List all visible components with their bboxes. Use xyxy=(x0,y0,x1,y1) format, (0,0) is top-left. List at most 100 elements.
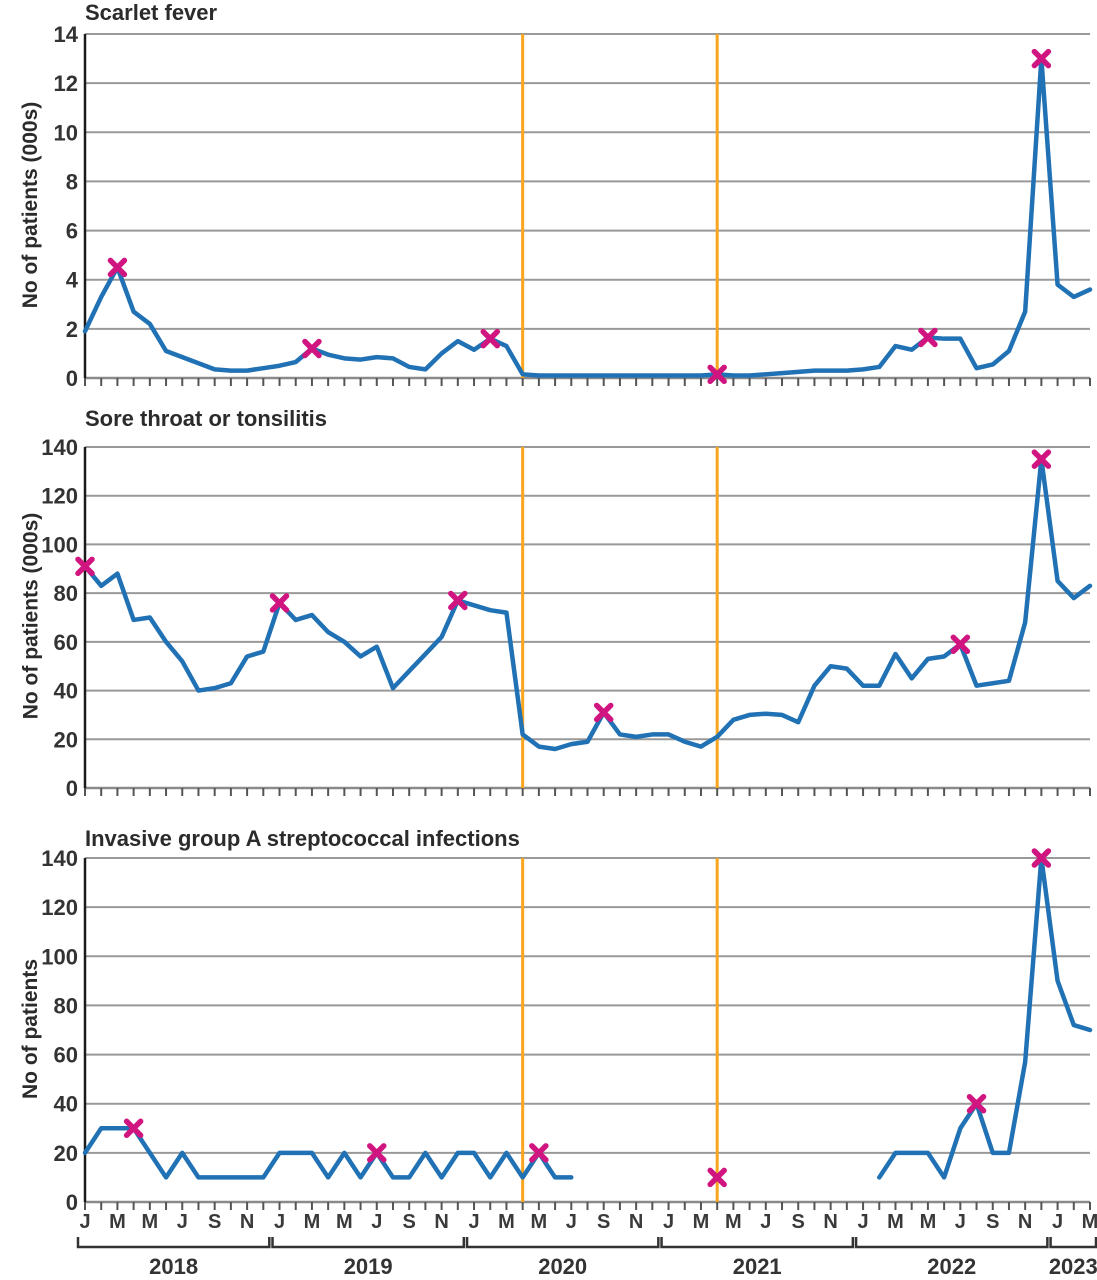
month-tick-label: S xyxy=(208,1211,221,1233)
month-tick-label: M xyxy=(725,1211,742,1233)
svg-text:40: 40 xyxy=(54,679,78,704)
peak-marker xyxy=(1031,48,1052,69)
peak-marker xyxy=(302,338,322,359)
peak-marker xyxy=(123,1118,144,1139)
month-tick-label: S xyxy=(403,1211,416,1233)
gridlines xyxy=(85,446,1090,741)
svg-text:20: 20 xyxy=(54,1141,78,1166)
month-ticks xyxy=(84,1202,1091,1210)
svg-text:12: 12 xyxy=(54,71,78,96)
peak-marker xyxy=(1031,449,1052,469)
year-label: 2023 xyxy=(1049,1254,1097,1279)
month-tick-label: S xyxy=(792,1211,805,1233)
series-line xyxy=(82,456,1093,752)
peak-markers xyxy=(107,48,1052,385)
y-tick-labels: 0 2 4 6 8 10 12 14 xyxy=(54,22,79,391)
peak-marker xyxy=(448,590,468,611)
month-tick-label: M xyxy=(142,1211,159,1233)
month-tick-label: J xyxy=(955,1211,966,1233)
chart-title-sore-throat: Sore throat or tonsilitis xyxy=(85,406,328,431)
chart-title-invasive-gas: Invasive group A streptococcal infection… xyxy=(85,826,520,851)
svg-text:80: 80 xyxy=(54,993,78,1018)
chart-title-scarlet-fever: Scarlet fever xyxy=(85,0,218,25)
month-tick-label: J xyxy=(371,1211,382,1233)
month-tick-label: J xyxy=(566,1211,577,1233)
year-bracket xyxy=(1049,1237,1097,1249)
peak-marker xyxy=(529,1143,549,1163)
year-label: 2021 xyxy=(733,1254,782,1279)
gridlines xyxy=(85,857,1090,1154)
month-tick-label: M xyxy=(109,1211,126,1233)
svg-text:10: 10 xyxy=(54,120,78,145)
svg-text:120: 120 xyxy=(41,895,78,920)
peak-marker xyxy=(966,1093,987,1114)
peak-marker xyxy=(950,634,971,655)
peak-marker xyxy=(918,327,938,348)
svg-text:140: 140 xyxy=(41,435,78,460)
month-tick-label: M xyxy=(887,1211,904,1233)
svg-text:2: 2 xyxy=(66,317,78,342)
svg-text:0: 0 xyxy=(66,1190,78,1215)
peak-markers xyxy=(123,848,1052,1188)
series-line xyxy=(877,855,1093,1180)
month-tick-label: M xyxy=(336,1211,353,1233)
gridlines xyxy=(85,33,1090,330)
year-label: 2020 xyxy=(538,1254,587,1279)
svg-text:80: 80 xyxy=(54,581,78,606)
svg-text:100: 100 xyxy=(41,944,78,969)
year-bracket xyxy=(465,1237,660,1249)
peak-marker xyxy=(707,364,727,385)
svg-text:40: 40 xyxy=(54,1092,78,1117)
month-tick-label: S xyxy=(986,1211,999,1233)
svg-text:4: 4 xyxy=(66,268,79,293)
month-tick-label: M xyxy=(531,1211,548,1233)
svg-text:100: 100 xyxy=(41,532,78,557)
month-tick-label: N xyxy=(240,1211,254,1233)
y-tick-labels: 0 20 40 60 80 100 120 140 xyxy=(41,435,78,801)
month-ticks xyxy=(84,788,1091,796)
peak-marker xyxy=(107,257,128,278)
peak-marker xyxy=(75,556,95,577)
peak-marker xyxy=(367,1143,387,1163)
svg-text:60: 60 xyxy=(54,1043,78,1068)
month-tick-label: M xyxy=(920,1211,937,1233)
svg-text:8: 8 xyxy=(66,169,78,194)
month-tick-label: J xyxy=(1052,1211,1063,1233)
panel-1: 0 2 4 6 8 10 12 14 xyxy=(54,22,1093,391)
month-tick-label: M xyxy=(498,1211,515,1233)
year-bracket xyxy=(854,1237,1049,1249)
month-tick-label: N xyxy=(434,1211,448,1233)
month-tick-label: M xyxy=(304,1211,321,1233)
svg-text:0: 0 xyxy=(66,776,78,801)
year-bracket xyxy=(271,1237,466,1249)
panel-2: 0 20 40 60 80 100 120 140 xyxy=(41,435,1093,801)
month-tick-label: M xyxy=(693,1211,710,1233)
panel-3: 0 20 40 60 80 100 120 140 xyxy=(41,846,1093,1215)
month-tick-label: J xyxy=(79,1211,90,1233)
month-tick-label: J xyxy=(760,1211,771,1233)
month-tick-label: N xyxy=(823,1211,837,1233)
svg-text:0: 0 xyxy=(66,366,78,391)
svg-text:14: 14 xyxy=(54,22,79,47)
year-label: 2018 xyxy=(149,1254,198,1279)
month-tick-label: J xyxy=(468,1211,479,1233)
month-tick-label: J xyxy=(274,1211,285,1233)
year-axis: 2018 2019 2020 2021 2022 2023 xyxy=(76,1237,1097,1279)
series-line xyxy=(82,1126,574,1180)
svg-text:140: 140 xyxy=(41,846,78,871)
month-tick-label: J xyxy=(177,1211,188,1233)
peak-marker xyxy=(1031,848,1052,868)
peak-marker xyxy=(707,1167,727,1188)
svg-text:60: 60 xyxy=(54,630,78,655)
year-label: 2019 xyxy=(344,1254,393,1279)
peak-markers xyxy=(75,449,1052,723)
y-tick-labels: 0 20 40 60 80 100 120 140 xyxy=(41,846,78,1215)
year-bracket xyxy=(76,1237,271,1249)
peak-marker xyxy=(269,593,290,613)
peak-marker xyxy=(480,328,500,349)
svg-text:6: 6 xyxy=(66,219,78,244)
peak-marker xyxy=(593,702,614,723)
